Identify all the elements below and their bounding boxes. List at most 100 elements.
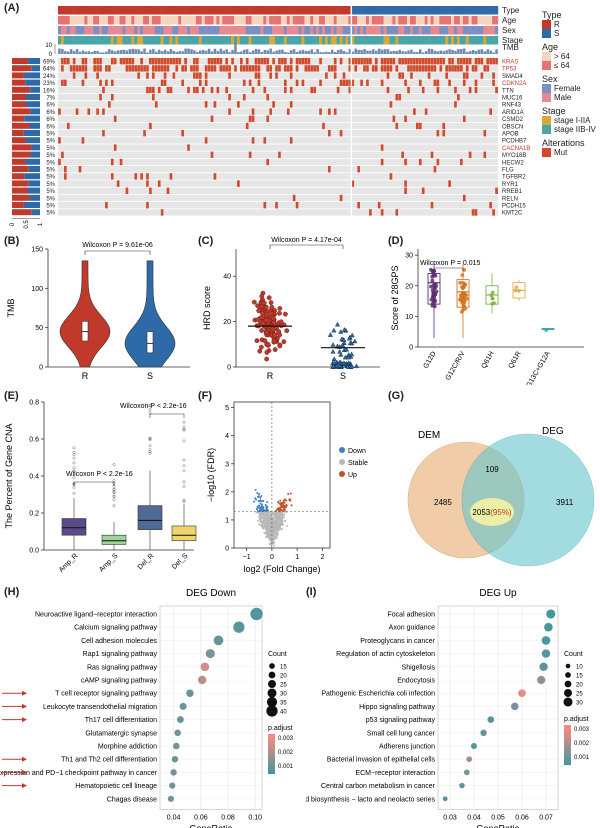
size-legend-label: 25 bbox=[280, 683, 287, 689]
mutation-cell bbox=[433, 166, 437, 173]
age-cell bbox=[146, 16, 150, 25]
age-cell bbox=[283, 16, 287, 25]
stage-cell bbox=[310, 36, 314, 45]
mutation-cell bbox=[240, 58, 243, 65]
point-R bbox=[270, 315, 276, 321]
stage-cell bbox=[213, 36, 217, 45]
tmb-bar bbox=[237, 52, 240, 54]
mutation-cell bbox=[72, 58, 76, 65]
legend-title: Sex bbox=[542, 74, 558, 84]
color-legend-step bbox=[564, 745, 571, 748]
tmb-bar bbox=[234, 42, 237, 54]
age-cell bbox=[412, 16, 417, 25]
mutation-cell bbox=[316, 65, 319, 72]
mutation-cell bbox=[78, 65, 82, 72]
mutation-cell bbox=[119, 158, 123, 166]
mutation-cell bbox=[421, 58, 425, 65]
y-tick-label: 0.8 bbox=[29, 400, 39, 407]
mutation-cell bbox=[149, 58, 152, 65]
point-S bbox=[342, 354, 348, 360]
mutation-cell bbox=[351, 79, 355, 86]
type-cell bbox=[72, 6, 76, 15]
sex-cell bbox=[289, 26, 293, 35]
mutation-cell bbox=[333, 58, 337, 65]
left-bar-s bbox=[31, 65, 40, 72]
left-bar-s bbox=[26, 94, 40, 100]
gene-row-bg bbox=[58, 79, 498, 86]
stage-cell bbox=[175, 36, 179, 45]
volcano-point bbox=[280, 504, 283, 507]
mutation-cell bbox=[413, 65, 416, 72]
point-S bbox=[330, 342, 336, 347]
left-bar-s bbox=[31, 144, 40, 151]
volcano-point bbox=[261, 511, 264, 514]
type-cell bbox=[363, 6, 367, 15]
type-cell bbox=[454, 6, 458, 15]
mutation-cell bbox=[193, 58, 196, 65]
mutation-cell bbox=[272, 101, 275, 108]
left-bar-r bbox=[12, 72, 24, 79]
size-legend-dot bbox=[268, 680, 276, 688]
type-cell bbox=[307, 6, 311, 15]
mutation-cell bbox=[105, 202, 108, 209]
point-S bbox=[331, 356, 337, 361]
color-legend-step bbox=[268, 756, 275, 759]
stage-cell bbox=[377, 36, 381, 45]
tmb-bar bbox=[333, 51, 337, 54]
tmb-bar bbox=[122, 49, 126, 54]
mutation-cell bbox=[225, 58, 228, 65]
legend-dot-Down bbox=[339, 447, 345, 453]
mutation-cell bbox=[418, 65, 422, 72]
volcano-point bbox=[273, 544, 276, 547]
mutation-cell bbox=[427, 65, 431, 72]
mutation-cell bbox=[442, 122, 446, 130]
mutation-cell bbox=[128, 65, 132, 72]
mutation-cell bbox=[254, 58, 258, 65]
mutation-cell bbox=[492, 58, 495, 65]
mutation-cell bbox=[61, 79, 64, 86]
age-cell bbox=[333, 16, 337, 25]
tmb-bar bbox=[228, 52, 231, 54]
mutation-cell bbox=[96, 58, 99, 65]
sex-cell bbox=[102, 26, 106, 35]
volcano-point bbox=[271, 533, 274, 536]
term-label: Chagas disease bbox=[107, 796, 157, 803]
x-tick-label: S bbox=[340, 371, 346, 381]
x-tick-label: 0.06 bbox=[194, 814, 208, 821]
sex-cell bbox=[143, 26, 147, 35]
volcano-point bbox=[283, 501, 286, 504]
tmb-bar bbox=[140, 51, 143, 54]
gene-row-bg bbox=[58, 94, 498, 101]
volcano-point bbox=[257, 500, 260, 503]
age-cell bbox=[163, 16, 167, 25]
mutation-cell bbox=[424, 108, 428, 115]
gene-pct: 23% bbox=[43, 81, 56, 87]
sex-cell bbox=[125, 26, 129, 35]
age-cell bbox=[348, 16, 352, 25]
tmb-bar bbox=[439, 50, 443, 54]
gene-label: RNF43 bbox=[502, 103, 522, 109]
age-cell bbox=[248, 16, 252, 25]
x-tick-label: Del_S bbox=[171, 552, 190, 571]
stage-cell bbox=[465, 36, 469, 45]
stage-cell bbox=[272, 36, 276, 45]
mutation-cell bbox=[237, 180, 240, 187]
age-cell bbox=[486, 16, 490, 25]
box-Del_R bbox=[137, 505, 163, 530]
age-cell bbox=[110, 16, 114, 25]
mutation-cell bbox=[427, 58, 431, 65]
sex-cell bbox=[401, 26, 405, 35]
stage-cell bbox=[72, 36, 76, 45]
highlight-arrowhead bbox=[22, 717, 27, 723]
left-bar-r bbox=[12, 202, 24, 208]
stage-cell bbox=[110, 36, 114, 45]
stage-cell bbox=[260, 36, 264, 45]
size-legend-label: 30 bbox=[280, 692, 287, 698]
volcano-point bbox=[265, 508, 268, 511]
mutation-cell bbox=[424, 58, 428, 65]
tmb-bar bbox=[93, 50, 96, 54]
type-cell bbox=[316, 6, 320, 15]
volcano-point bbox=[273, 519, 276, 522]
mutation-cell bbox=[448, 65, 451, 72]
